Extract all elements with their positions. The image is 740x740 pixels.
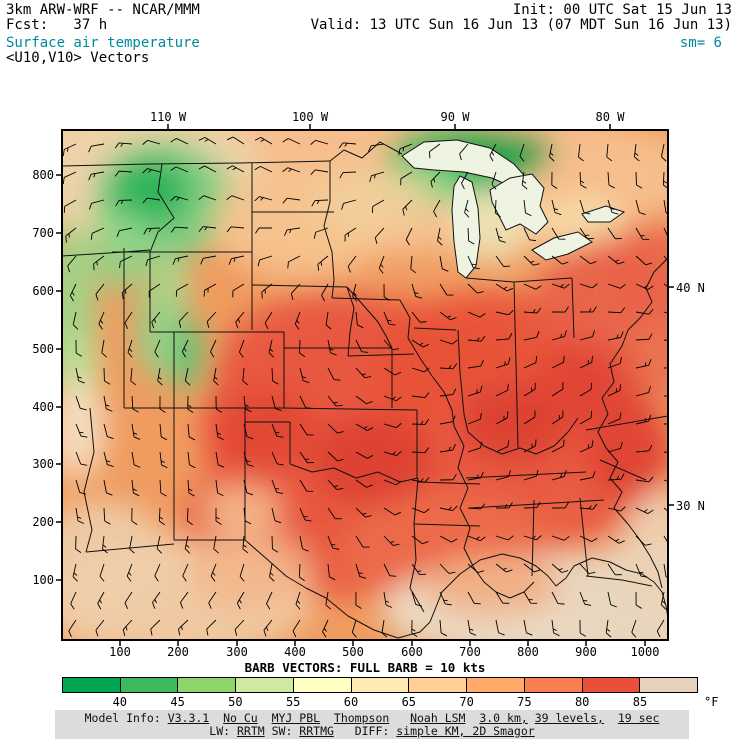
temperature-map-svg bbox=[56, 124, 674, 646]
map-frame bbox=[61, 129, 669, 641]
footer-token: 19 sec bbox=[617, 711, 660, 725]
colorbar-tick-label: 85 bbox=[632, 695, 648, 709]
colorbar-tick-label: 50 bbox=[228, 695, 243, 709]
footer-token: 3.0 km, bbox=[479, 711, 528, 725]
colorbar-tick-label: 70 bbox=[459, 695, 474, 709]
footer-token bbox=[258, 711, 272, 725]
colorbar-cell bbox=[640, 678, 698, 692]
colorbar-cell bbox=[467, 678, 525, 692]
footer-token bbox=[604, 711, 618, 725]
colorbar-tick-label: 80 bbox=[574, 695, 590, 709]
colorbar-cell bbox=[178, 678, 237, 692]
smoothing-value: sm= 6 bbox=[679, 35, 722, 51]
footer-token: Thompson bbox=[333, 711, 390, 725]
footer-token bbox=[528, 711, 535, 725]
colorbar-unit: °F bbox=[704, 695, 719, 709]
footer-token bbox=[209, 711, 223, 725]
colorbar-cell bbox=[236, 678, 294, 692]
footer-token: RRTMG bbox=[299, 724, 334, 738]
model-title: 3km ARW-WRF -- NCAR/MMM bbox=[6, 2, 200, 18]
vector-subtitle: <U10,V10> Vectors bbox=[6, 50, 150, 66]
wind-barbs bbox=[62, 136, 668, 638]
colorbar bbox=[62, 677, 698, 693]
footer-token: simple KM, 2D Smagor bbox=[396, 724, 535, 738]
colorbar-cell bbox=[293, 678, 352, 692]
footer-line-2: LW: RRTM SW: RRTMG DIFF: simple KM, 2D S… bbox=[55, 725, 689, 738]
colorbar-tick-label: 75 bbox=[517, 695, 532, 709]
footer-token: MYJ PBL bbox=[271, 711, 321, 725]
temperature-field bbox=[62, 130, 668, 640]
forecast-hour: Fcst: 37 h bbox=[6, 17, 108, 33]
footer-token: RRTM bbox=[236, 724, 265, 738]
footer-token: V3.3.1 bbox=[167, 711, 210, 725]
footer-token: SW: bbox=[264, 724, 300, 738]
colorbar-cell bbox=[524, 678, 583, 692]
colorbar-tick-label: 65 bbox=[401, 695, 417, 709]
colorbar-tick-label: 60 bbox=[343, 695, 359, 709]
barb-caption: BARB VECTORS: FULL BARB = 10 kts bbox=[244, 660, 486, 675]
field-title: Surface air temperature bbox=[6, 35, 200, 51]
footer-token bbox=[389, 711, 410, 725]
colorbar-tick-label: 40 bbox=[112, 695, 128, 709]
colorbar-cell bbox=[351, 678, 410, 692]
colorbar-tick-label: 55 bbox=[285, 695, 301, 709]
footer-token: Noah LSM bbox=[410, 711, 466, 725]
valid-time: Valid: 13 UTC Sun 16 Jun 13 (07 MDT Sun … bbox=[310, 17, 732, 33]
map-canvas bbox=[44, 112, 694, 660]
footer-token: Model Info: bbox=[84, 711, 168, 725]
footer-token: No Cu bbox=[223, 711, 258, 725]
colorbar-cell bbox=[120, 678, 179, 692]
footer-line-1: Model Info: V3.3.1 No Cu MYJ PBL Thompso… bbox=[55, 712, 689, 725]
axis-ticks bbox=[56, 124, 674, 646]
footer-token: LW: bbox=[209, 724, 237, 738]
colorbar-cell bbox=[63, 678, 121, 692]
great-lakes bbox=[401, 139, 626, 279]
colorbar-cell bbox=[582, 678, 641, 692]
init-time: Init: 00 UTC Sat 15 Jun 13 bbox=[512, 2, 732, 18]
colorbar-cell bbox=[409, 678, 468, 692]
footer-token: DIFF: bbox=[333, 724, 397, 738]
footer-token: 39 levels, bbox=[534, 711, 604, 725]
footer-token bbox=[465, 711, 479, 725]
colorbar-tick-label: 45 bbox=[170, 695, 185, 709]
footer-box: Model Info: V3.3.1 No Cu MYJ PBL Thompso… bbox=[55, 710, 689, 739]
state-borders bbox=[62, 141, 668, 639]
footer-token bbox=[320, 711, 334, 725]
